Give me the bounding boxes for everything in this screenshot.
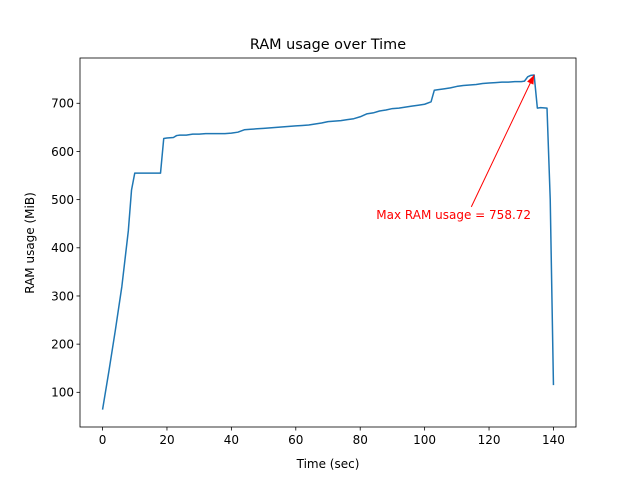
x-axis-label: Time (sec) xyxy=(296,457,360,471)
x-axis-ticks: 0 20 40 60 80 100 120 140 xyxy=(99,427,565,447)
y-tick-label: 200 xyxy=(51,337,74,351)
x-tick-label: 0 xyxy=(99,433,107,447)
plot-frame xyxy=(79,57,577,428)
annotation-text: Max RAM usage = 758.72 xyxy=(376,208,531,222)
y-tick-label: 600 xyxy=(51,145,74,159)
max-annotation: Max RAM usage = 758.72 xyxy=(376,74,535,222)
x-tick-label: 120 xyxy=(478,433,501,447)
ram-usage-line xyxy=(101,74,555,410)
annotation-arrowhead xyxy=(527,74,535,85)
x-tick-label: 40 xyxy=(224,433,239,447)
y-tick-label: 400 xyxy=(51,241,74,255)
x-tick-label: 100 xyxy=(413,433,436,447)
y-tick-label: 500 xyxy=(51,193,74,207)
annotation-arrow xyxy=(470,74,535,208)
plot-area xyxy=(101,74,555,410)
x-tick-label: 80 xyxy=(353,433,368,447)
y-axis-ticks: 100 200 300 400 500 600 700 xyxy=(51,97,80,400)
x-tick-label: 20 xyxy=(159,433,174,447)
chart-title: RAM usage over Time xyxy=(250,37,406,53)
y-tick-label: 300 xyxy=(51,289,74,303)
x-tick-label: 140 xyxy=(542,433,565,447)
y-tick-label: 700 xyxy=(51,97,74,111)
y-tick-label: 100 xyxy=(51,386,74,400)
y-axis-label: RAM usage (MiB) xyxy=(23,192,37,294)
x-tick-label: 60 xyxy=(288,433,303,447)
